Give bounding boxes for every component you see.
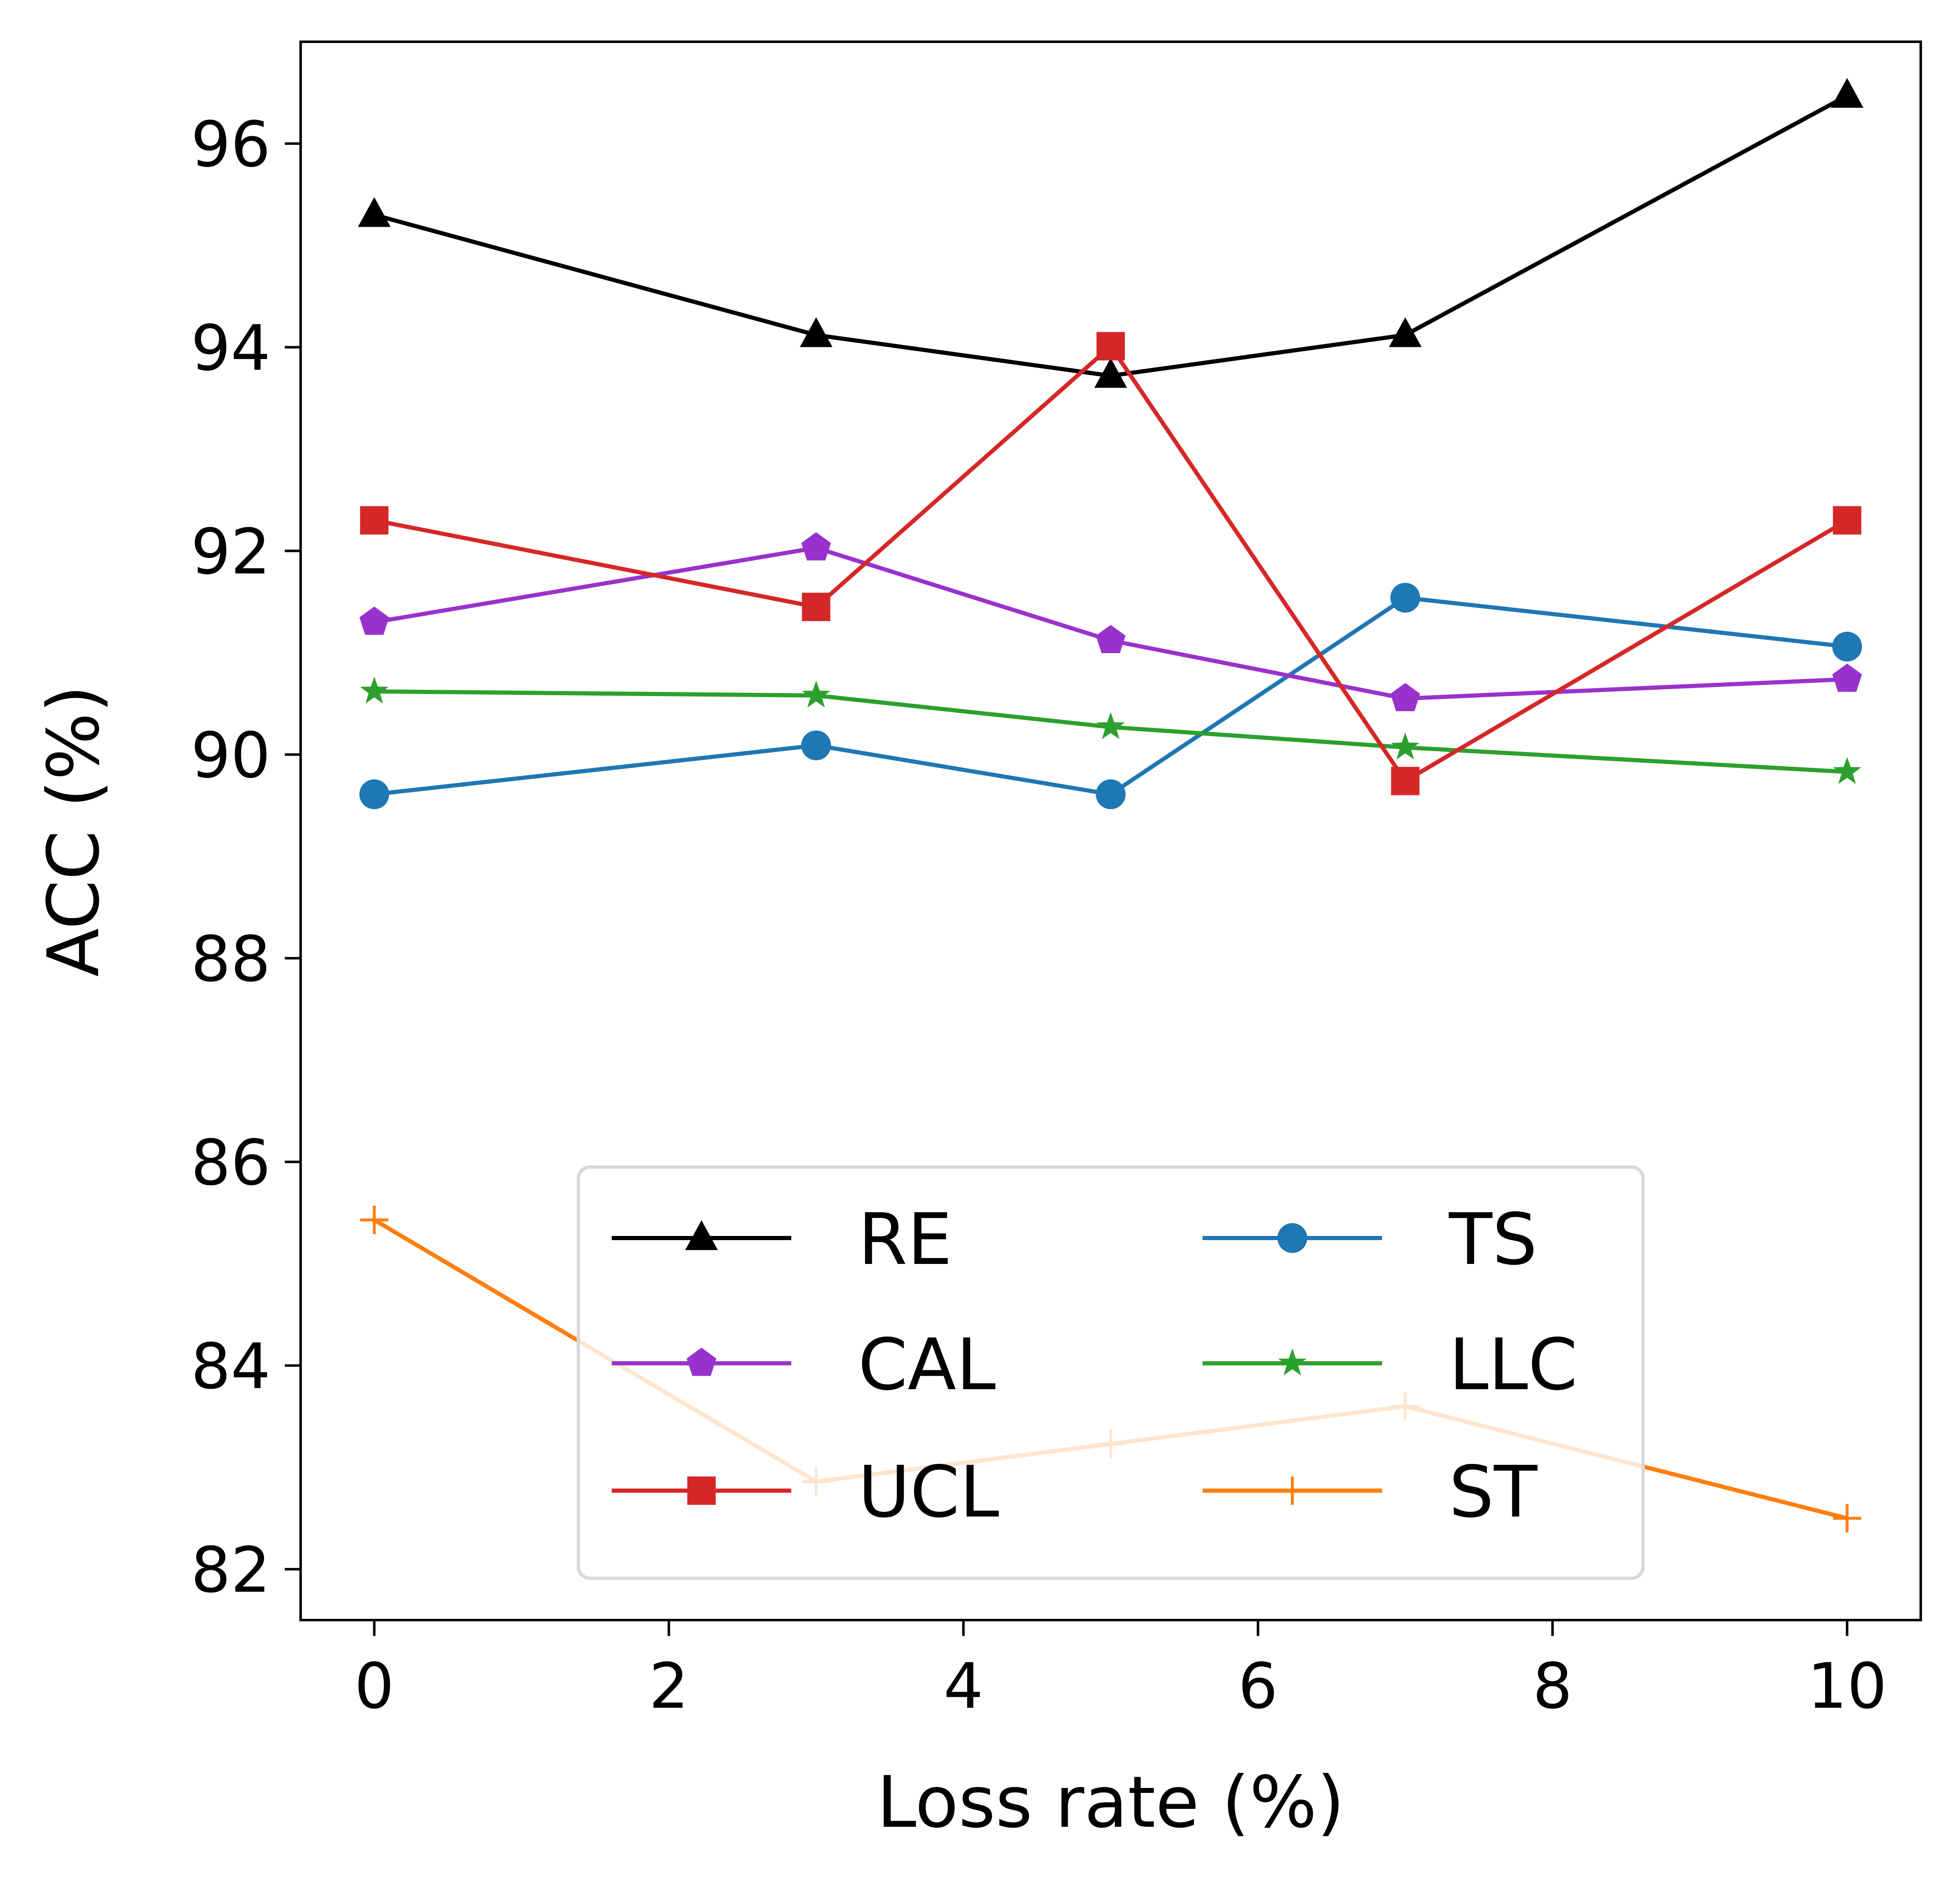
y-tick-label: 88	[191, 923, 271, 996]
x-tick-label: 0	[355, 1650, 394, 1723]
legend-label-re: RE	[858, 1198, 952, 1281]
legend-box	[577, 1165, 1645, 1580]
data-point-llc	[1833, 757, 1861, 784]
x-tick-label: 2	[649, 1650, 689, 1723]
axes: 0 2 4 6 8 10 82 84 86 88 90 92 94 96	[191, 109, 1887, 1723]
legend-marker-cal	[686, 1347, 717, 1376]
y-tick-label: 82	[191, 1534, 271, 1607]
data-point-llc	[1391, 732, 1420, 760]
legend-marker-ucl	[687, 1476, 716, 1505]
x-tick-label: 8	[1532, 1650, 1572, 1723]
y-tick-label: 92	[191, 516, 271, 588]
plot-markers	[358, 78, 1864, 809]
y-tick-label: 86	[191, 1127, 271, 1200]
data-point-ts	[801, 730, 831, 760]
x-tick-label: 10	[1807, 1650, 1887, 1723]
data-point-st	[360, 1205, 389, 1234]
data-point-cal	[1096, 625, 1126, 653]
data-point-ts	[1096, 779, 1126, 809]
y-axis-title: ACC (%)	[33, 685, 115, 977]
data-point-re	[1831, 78, 1864, 108]
legend-marker-st	[1278, 1476, 1307, 1505]
legend-marker-ts	[1277, 1223, 1307, 1253]
data-point-cal	[359, 606, 389, 635]
data-point-ucl	[802, 593, 831, 621]
data-point-llc	[360, 676, 389, 704]
data-point-re	[800, 317, 833, 347]
legend: RE CAL UCL TS LLC ST	[577, 1165, 1645, 1580]
y-tick-label: 90	[191, 719, 271, 792]
data-point-ucl	[1833, 506, 1861, 535]
legend-label-ucl: UCL	[858, 1451, 999, 1534]
data-point-ucl	[360, 506, 389, 535]
x-axis-title: Loss rate (%)	[877, 1761, 1345, 1844]
x-tick-label: 4	[944, 1650, 983, 1723]
data-point-ts	[1390, 582, 1421, 613]
y-tick-label: 96	[191, 109, 271, 181]
data-point-ucl	[1391, 767, 1420, 795]
data-point-llc	[802, 680, 831, 708]
data-point-ucl	[1096, 332, 1125, 361]
data-point-re	[358, 197, 391, 227]
data-point-ts	[1832, 631, 1862, 662]
data-point-cal	[1832, 663, 1862, 692]
legend-marker-re	[685, 1220, 718, 1250]
y-tick-label: 84	[191, 1330, 271, 1403]
data-point-cal	[801, 532, 831, 561]
data-point-cal	[1390, 683, 1421, 712]
legend-label-cal: CAL	[858, 1324, 996, 1406]
data-point-llc	[1096, 712, 1125, 739]
legend-label-st: ST	[1449, 1451, 1538, 1534]
y-tick-label: 94	[191, 312, 271, 385]
data-point-ts	[359, 779, 390, 809]
legend-label-llc: LLC	[1449, 1324, 1578, 1406]
x-tick-label: 6	[1238, 1650, 1278, 1723]
plot-frame	[299, 41, 1922, 1621]
data-point-st	[1833, 1504, 1861, 1533]
legend-label-ts: TS	[1448, 1198, 1537, 1281]
data-point-re	[1389, 317, 1422, 347]
data-point-re	[1094, 358, 1127, 388]
legend-marker-llc	[1278, 1348, 1307, 1375]
